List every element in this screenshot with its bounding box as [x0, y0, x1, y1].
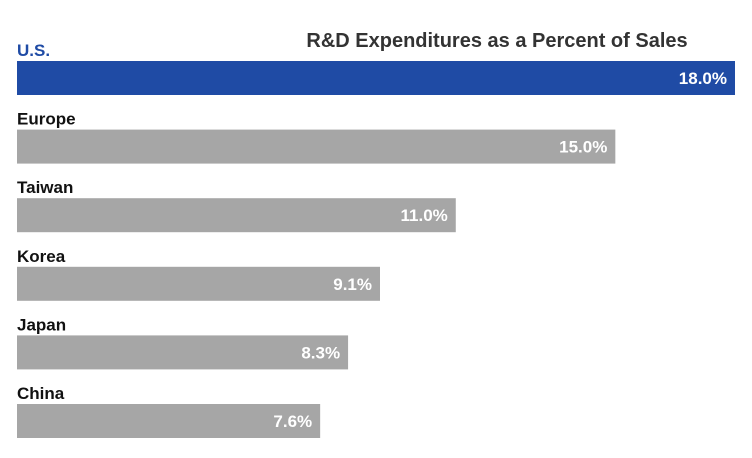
category-label-korea: Korea: [17, 247, 66, 266]
bar-china: [17, 404, 321, 438]
value-label-korea: 9.1%: [333, 275, 372, 294]
bar-group: U.S. 18.0% Europe 15.0% Taiwan 11.0% Korea 9.1%…: [17, 41, 735, 438]
bar-korea: [17, 266, 380, 301]
bar-taiwan: [17, 198, 456, 233]
category-label-europe: Europe: [17, 110, 76, 129]
category-label-taiwan: Taiwan: [17, 178, 73, 197]
value-label-japan: 8.3%: [301, 343, 340, 362]
chart-title: R&D Expenditures as a Percent of Sales: [306, 30, 687, 52]
category-label-japan: Japan: [17, 315, 66, 334]
bar-europe: [17, 129, 616, 164]
value-label-taiwan: 11.0%: [401, 206, 448, 225]
value-label-europe: 15.0%: [559, 138, 607, 157]
category-label-china: China: [17, 384, 65, 403]
bar-japan: [17, 335, 349, 370]
bar-us: [17, 61, 735, 95]
value-label-us: 18.0%: [679, 69, 727, 88]
category-label-us: U.S.: [17, 41, 50, 60]
value-label-china: 7.6%: [273, 412, 312, 431]
